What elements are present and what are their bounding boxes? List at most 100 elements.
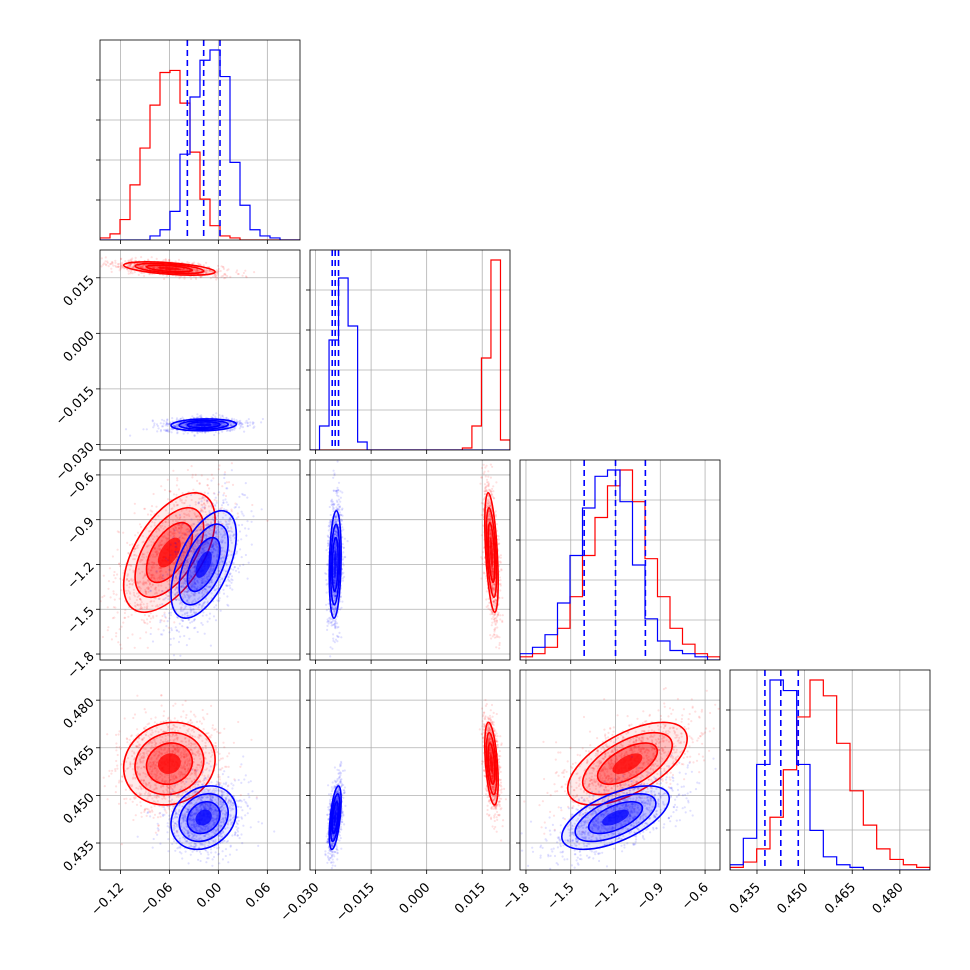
scatter-point [179, 528, 182, 531]
scatter-point [214, 423, 217, 426]
scatter-point [179, 654, 182, 657]
scatter-point [110, 270, 113, 273]
scatter-point [204, 271, 208, 274]
scatter-point [213, 424, 216, 427]
scatter-point [155, 551, 158, 554]
scatter-point [238, 495, 241, 498]
scatter-point [152, 266, 155, 269]
scatter-point [113, 598, 116, 601]
scatter-point [227, 579, 230, 582]
scatter-point [164, 525, 167, 528]
scatter-point [169, 421, 172, 424]
scatter-point [222, 422, 226, 425]
scatter-point [116, 530, 119, 533]
scatter-point [181, 501, 184, 504]
scatter-point [111, 617, 115, 620]
scatter-point [225, 429, 228, 432]
scatter-point [157, 597, 160, 601]
scatter-point [240, 556, 243, 559]
scatter-point [169, 576, 172, 580]
scatter-point [149, 513, 152, 516]
scatter-point [196, 432, 199, 435]
scatter-point [181, 492, 184, 495]
scatter-point [110, 638, 113, 641]
scatter-point [109, 596, 112, 599]
scatter-point [230, 510, 233, 513]
scatter-point [220, 423, 223, 426]
scatter-point [222, 512, 225, 515]
scatter-point [116, 548, 119, 551]
scatter-point [209, 277, 212, 280]
scatter-point [234, 569, 238, 572]
scatter-point [100, 265, 103, 268]
scatter-point [128, 264, 132, 267]
scatter-point [215, 412, 218, 415]
scatter-point [183, 269, 186, 272]
scatter-point [193, 523, 196, 526]
scatter-point [223, 471, 227, 474]
scatter-point [208, 617, 211, 620]
scatter-point [499, 614, 502, 617]
scatter-point [174, 553, 178, 556]
scatter-point [481, 563, 484, 566]
scatter-point [167, 537, 170, 540]
scatter-point [155, 549, 158, 553]
scatter-point [183, 532, 186, 535]
scatter-point [174, 588, 177, 591]
scatter-point [204, 431, 207, 434]
scatter-point [228, 421, 231, 424]
scatter-point [143, 507, 146, 510]
scatter-point [176, 432, 179, 435]
scatter-point [168, 631, 171, 634]
scatter-point [210, 473, 213, 476]
scatter-point [115, 593, 118, 596]
scatter-point [162, 425, 165, 428]
scatter-point [230, 575, 234, 578]
scatter-point [225, 501, 228, 504]
scatter-point [145, 555, 148, 558]
scatter-point [198, 263, 201, 266]
scatter-point [204, 431, 207, 434]
scatter-point [227, 503, 230, 506]
scatter-point [182, 432, 185, 435]
scatter-point [144, 621, 147, 625]
scatter-point [192, 423, 195, 426]
scatter-point [480, 577, 483, 580]
scatter-point [139, 266, 142, 269]
scatter-point [238, 506, 241, 509]
scatter-point [182, 531, 185, 535]
scatter-point [235, 503, 238, 506]
scatter-point [179, 530, 182, 533]
scatter-point [220, 275, 223, 278]
scatter-point [171, 428, 174, 431]
scatter-point [246, 424, 249, 427]
scatter-point [196, 269, 199, 272]
scatter-point [211, 422, 215, 425]
scatter-point [266, 519, 269, 522]
scatter-point [202, 264, 205, 267]
scatter-point [490, 624, 493, 627]
scatter-point [203, 506, 207, 510]
scatter-point [166, 429, 169, 433]
scatter-point [153, 555, 156, 559]
histogram-series-1 [310, 277, 510, 450]
scatter-point [115, 632, 118, 635]
scatter-point [231, 417, 234, 420]
scatter-point [150, 266, 153, 269]
scatter-point [128, 543, 131, 547]
scatter-point [137, 594, 140, 597]
scatter-point [120, 261, 123, 265]
scatter-point [141, 266, 144, 269]
scatter-point [134, 256, 137, 259]
scatter-point [166, 428, 169, 431]
scatter-point [160, 540, 163, 543]
scatter-point [242, 271, 245, 275]
scatter-point [244, 527, 247, 530]
scatter-point [207, 505, 210, 508]
scatter-point [227, 576, 231, 579]
scatter-point [147, 614, 150, 617]
scatter-point [217, 483, 220, 486]
scatter-point [223, 277, 226, 280]
scatter-point [216, 271, 219, 274]
